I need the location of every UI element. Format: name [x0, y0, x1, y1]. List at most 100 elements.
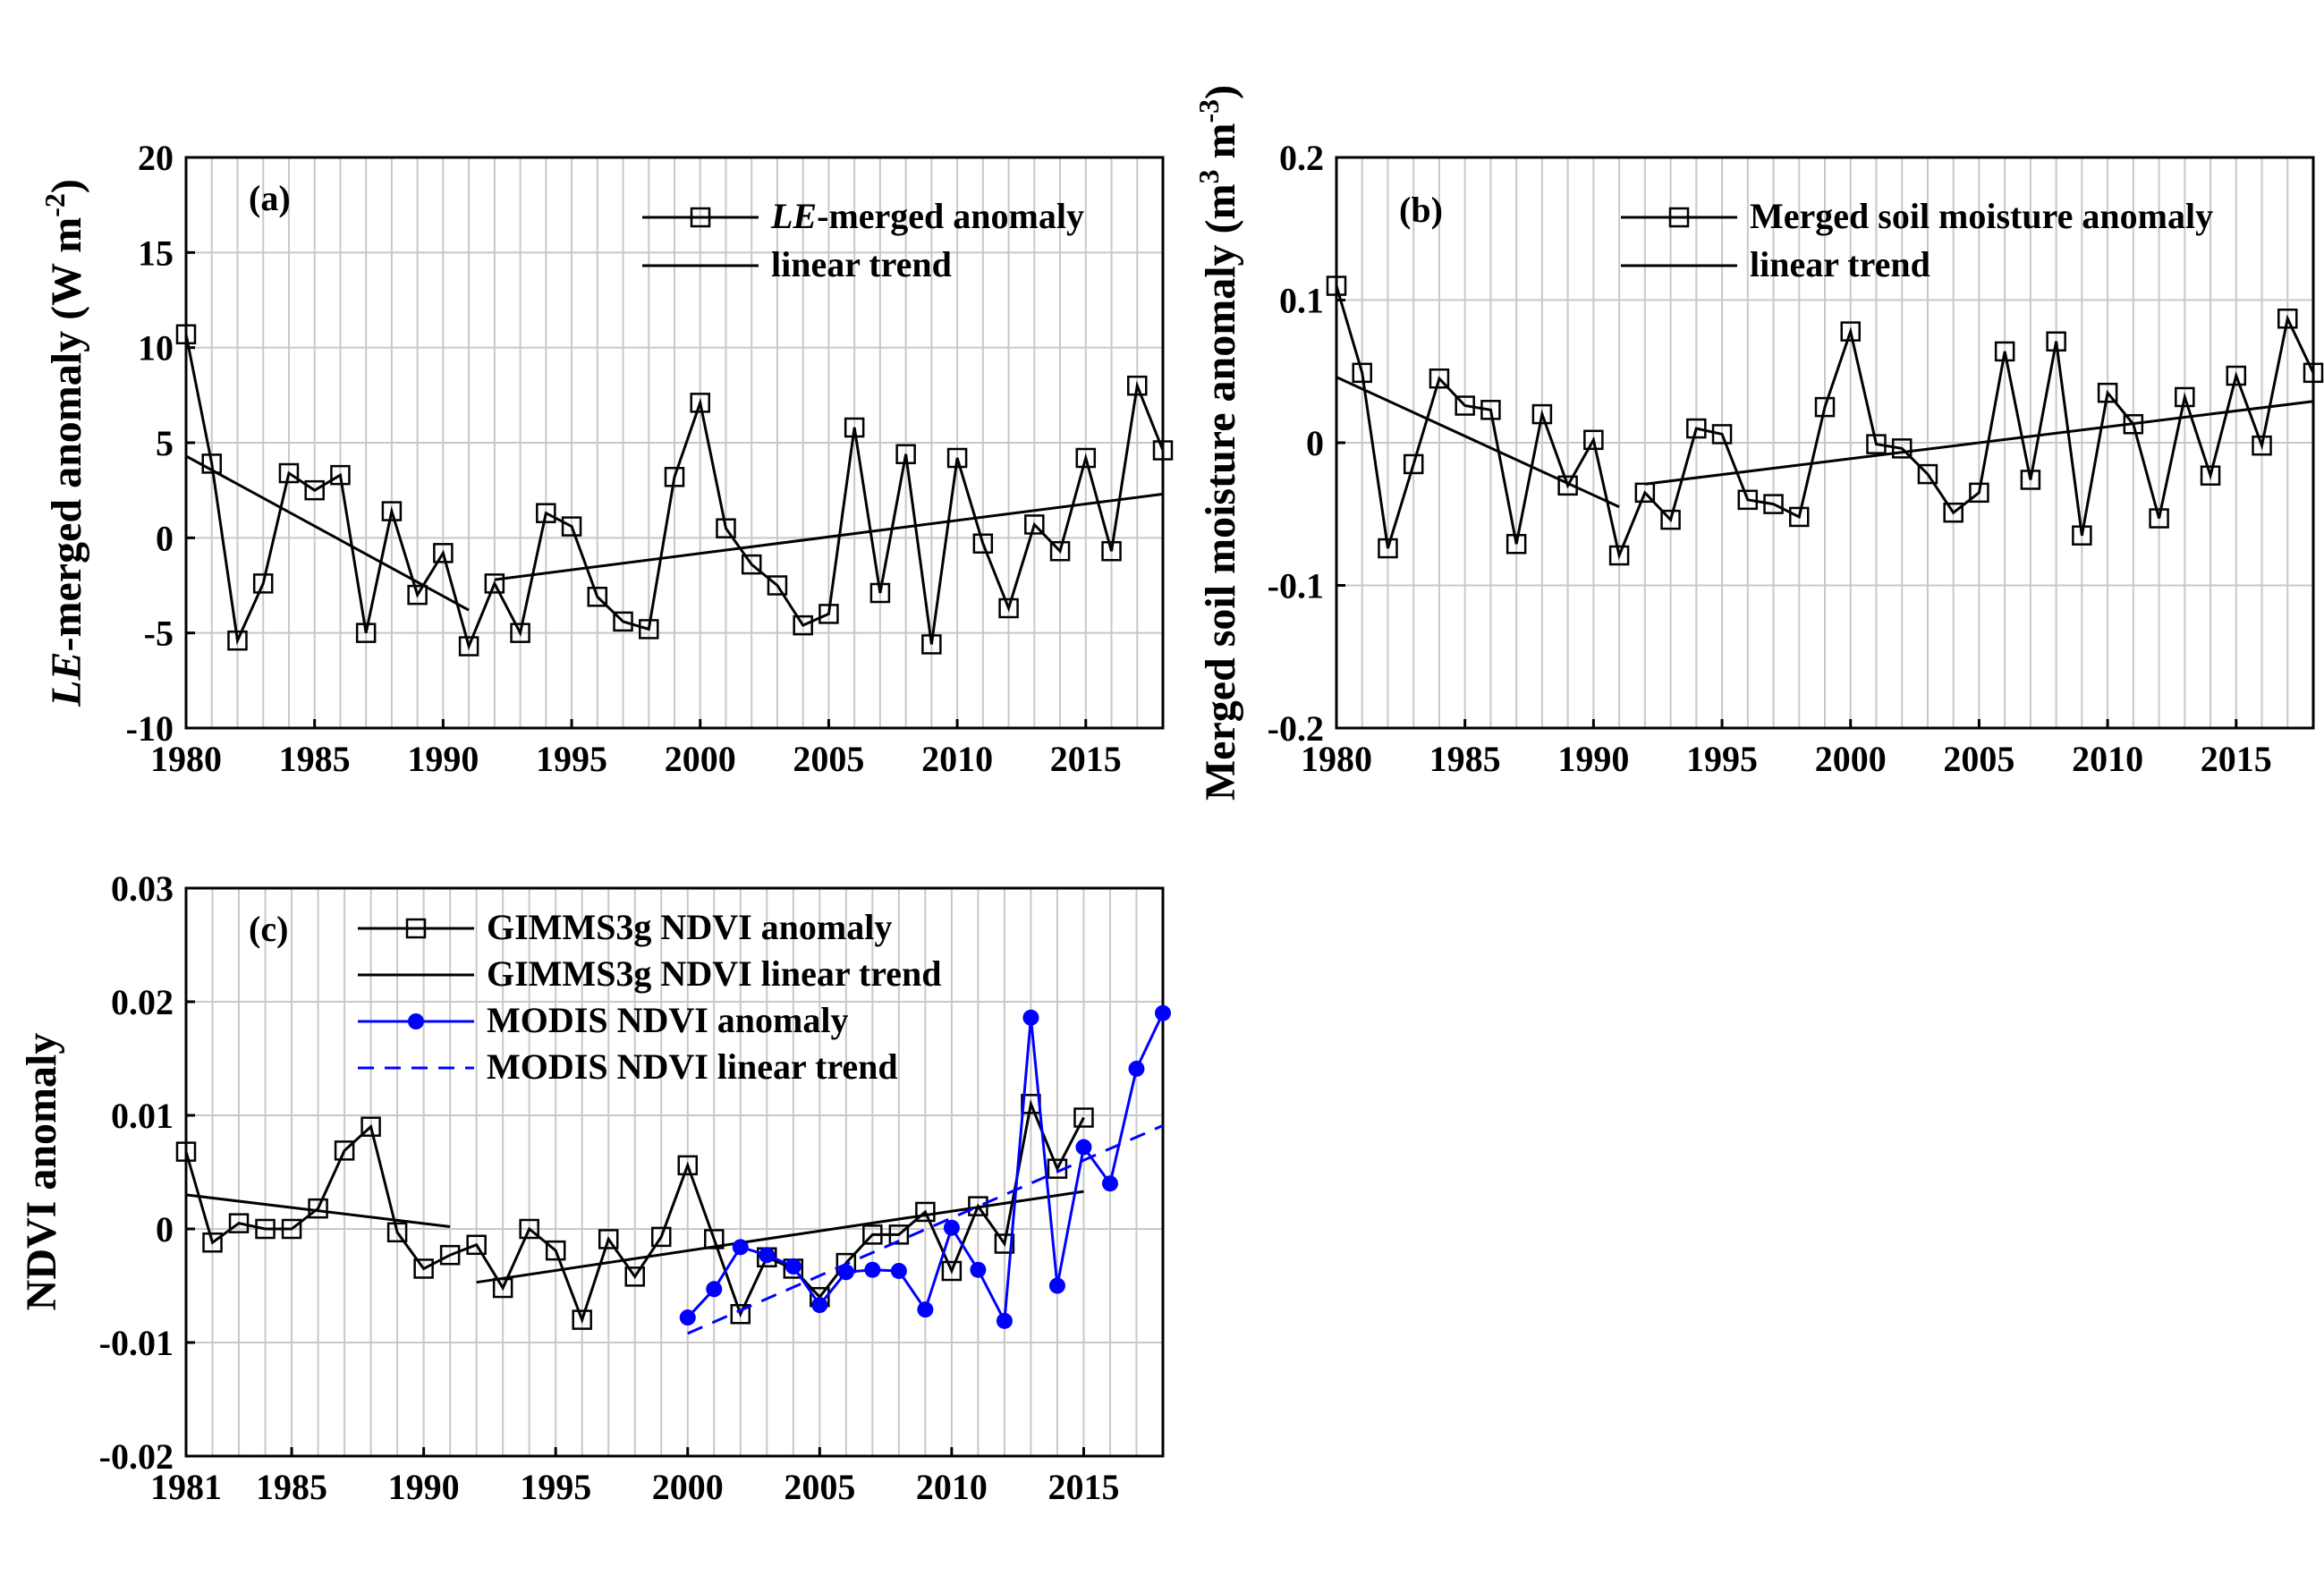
data-point-square	[972, 533, 994, 554]
data-point-square	[2226, 365, 2247, 386]
data-point-square	[1531, 403, 1553, 425]
data-point-dot	[811, 1297, 828, 1314]
x-tick-label: 2005	[793, 739, 864, 779]
y-tick-label: -0.1	[1268, 566, 1324, 606]
data-point-square	[1557, 475, 1578, 496]
data-point-square	[741, 554, 762, 575]
data-point-dot	[732, 1239, 749, 1256]
y-tick-label: -10	[126, 708, 174, 749]
data-point-dot	[1048, 1277, 1065, 1294]
data-point-dot	[706, 1281, 723, 1298]
data-point-square	[1763, 494, 1784, 514]
series-linear-trend-1992-2018	[494, 492, 1164, 581]
x-tick-label: 1985	[256, 1467, 327, 1507]
data-point-square	[946, 447, 968, 469]
data-point-square	[2046, 331, 2066, 352]
y-tick-label: 0.1	[1279, 281, 1324, 321]
x-tick-label: 1980	[150, 739, 222, 779]
y-tick-label: 0.02	[111, 982, 174, 1022]
data-point-square	[278, 462, 300, 484]
series-modis-ndvi-anomaly	[679, 1004, 1171, 1329]
x-tick-label: 1985	[279, 739, 351, 779]
legend-marker-square	[690, 207, 711, 228]
data-point-square	[915, 1201, 936, 1223]
data-point-dot	[943, 1219, 960, 1236]
data-point-square	[2097, 382, 2118, 403]
data-point-square	[2277, 308, 2298, 329]
data-point-square	[730, 1304, 751, 1325]
data-point-square	[1075, 447, 1097, 469]
data-point-square	[519, 1218, 539, 1240]
y-axis-label-text: m	[1197, 123, 1244, 169]
data-point-square	[1024, 514, 1045, 535]
panel-b-chart: 1980 1985 1990 1995 2000 2005 2010 2015 -0.2 -0.1…	[1192, 85, 2324, 800]
legend: GIMMS3g NDVI anomaly GIMMS3g NDVI linear …	[358, 907, 942, 1087]
y-tick-label: 5	[156, 423, 174, 463]
data-point-square	[2149, 508, 2169, 529]
trend-line	[1644, 400, 2314, 486]
legend-label-text: Merged soil moisture anomaly	[1750, 196, 2213, 236]
x-tick-label: 2000	[652, 1467, 724, 1507]
data-point-square	[413, 1258, 434, 1279]
x-tick-label: 2000	[665, 739, 736, 779]
data-point-square	[561, 516, 582, 537]
data-point-square	[1660, 509, 1681, 530]
data-point-dot	[1022, 1009, 1039, 1026]
legend-label-text: linear trend	[771, 244, 952, 284]
data-point-square	[1789, 506, 1810, 528]
y-axis-label: LE-merged anomaly (W m-2)	[38, 179, 90, 707]
data-point-square	[1352, 362, 1372, 384]
data-point-square	[2175, 386, 2195, 408]
data-point-dot	[1075, 1139, 1092, 1156]
data-point-square	[510, 623, 530, 643]
panel-c-chart: 1981 1985 1990 1995 2000 2005 2010 2015 -0.02 -0.…	[18, 868, 1171, 1507]
data-point-square	[1506, 533, 1527, 555]
x-tick-label: 2015	[2201, 739, 2272, 779]
data-point-square	[1711, 424, 1733, 445]
legend-marker-square	[405, 918, 427, 939]
legend-label: linear trend	[1750, 244, 1930, 284]
y-axis-label-text: NDVI anomaly	[18, 1033, 65, 1311]
data-point-square	[227, 630, 248, 651]
series-linear-trend-1992-2018	[1644, 400, 2314, 486]
legend-marker-square	[1668, 207, 1690, 228]
trend-line	[1336, 376, 1620, 509]
y-axis-label: Merged soil moisture anomaly (m3 m-3)	[1192, 85, 1244, 800]
y-tick-label: 10	[138, 328, 174, 368]
data-point-square	[175, 1141, 197, 1162]
data-point-square	[639, 619, 659, 640]
legend-label-text: MODIS NDVI anomaly	[487, 1000, 848, 1040]
y-tick-label: 0	[1306, 423, 1324, 463]
series-merged-soil-moisture-anomaly	[1326, 275, 2324, 566]
data-point-square	[466, 1234, 487, 1256]
series-gimms3g-ndvi-linear-trend-1981-1991	[185, 1193, 451, 1228]
data-point-dot	[785, 1258, 802, 1275]
data-point-square	[536, 503, 556, 523]
y-axis-label: NDVI anomaly	[18, 1033, 65, 1311]
data-point-square	[2072, 525, 2092, 546]
data-point-square	[677, 1155, 699, 1176]
panel-label: (a)	[249, 178, 291, 218]
series-line	[1335, 285, 2315, 561]
x-tick-label: 2010	[2072, 739, 2143, 779]
data-point-square	[255, 1218, 276, 1240]
data-point-dot	[1128, 1060, 1145, 1077]
legend-label: LE-merged anomaly	[770, 196, 1084, 236]
data-point-square	[1737, 489, 1759, 511]
data-point-dot	[996, 1312, 1013, 1329]
data-point-square	[690, 393, 710, 413]
data-point-dot	[970, 1261, 987, 1278]
data-point-square	[1403, 453, 1424, 475]
x-tick-label: 2005	[784, 1467, 855, 1507]
series-le-merged-anomaly	[175, 324, 1174, 656]
data-point-square	[994, 1233, 1015, 1254]
x-tick-label: 2000	[1815, 739, 1887, 779]
trend-line	[687, 1124, 1164, 1335]
data-point-square	[862, 1224, 883, 1245]
x-tick-label: 1985	[1429, 739, 1501, 779]
data-point-square	[767, 575, 788, 596]
y-tick-label: -0.02	[99, 1436, 174, 1477]
data-point-square	[433, 543, 454, 563]
data-point-square	[650, 1226, 672, 1248]
series-linear-trend-1980-1991	[1336, 376, 1620, 509]
